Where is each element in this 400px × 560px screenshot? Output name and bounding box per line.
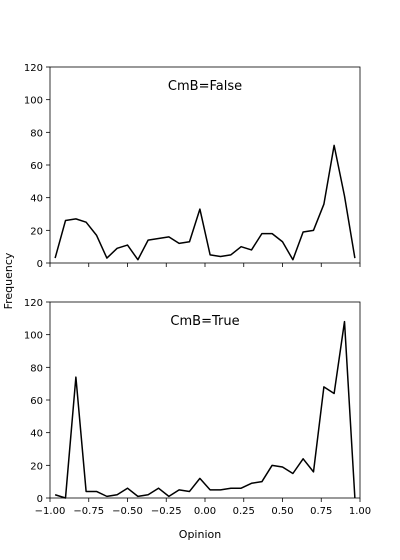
y-tick-label: 100 [24,96,43,107]
y-tick-label: 40 [30,429,43,440]
y-tick-label: 60 [30,396,43,407]
x-tick-label: −0.25 [151,506,182,517]
y-tick-label: 0 [37,259,43,270]
bottom-subplot: 0 20 40 60 80 100 120 −1.00 −0.75 −0.50 −0.25 0.00 0… [24,298,371,517]
y-tick-label: 80 [30,128,43,139]
y-tick-label: 20 [30,461,43,472]
y-tick-label: 20 [30,226,43,237]
x-axis-label: Opinion [179,528,221,541]
series-line [54,320,356,499]
x-tick-label: −0.50 [112,506,143,517]
axes-frame [49,301,361,499]
y-tick-label: 120 [24,63,43,74]
y-tick-label: 80 [30,363,43,374]
subplot-annotation: CmB=True [170,314,239,329]
y-tick-label: 120 [24,298,43,309]
y-axis-label: Frequency [2,252,15,309]
subplot-annotation: CmB=False [168,79,242,94]
x-tick-label: 0.00 [194,506,216,517]
top-subplot: 0 20 40 60 80 100 120 CmB=False [24,63,361,270]
x-tick-label: 0.50 [271,506,293,517]
x-tick-label: −0.75 [73,506,104,517]
y-tick-label: 60 [30,161,43,172]
series-line [54,144,356,261]
y-tick-label: 0 [37,494,43,505]
x-tick-label: 0.25 [233,506,255,517]
y-tick-label: 40 [30,194,43,205]
x-tick-label: 1.00 [349,506,371,517]
x-tick-label: −1.00 [35,506,66,517]
axes-frame [49,66,361,264]
y-tick-label: 100 [24,331,43,342]
x-tick-label: 0.75 [310,506,332,517]
